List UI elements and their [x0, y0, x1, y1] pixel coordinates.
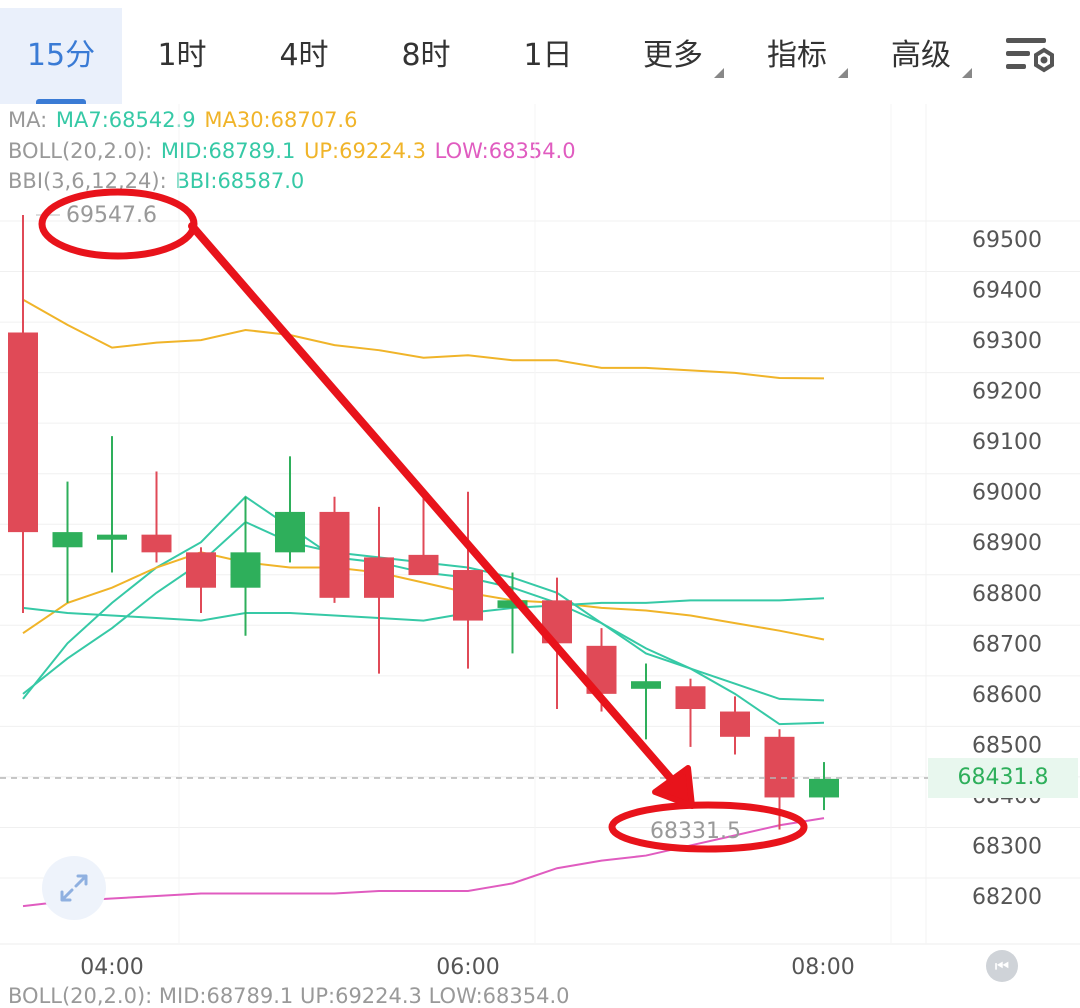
y-tick-label: 68500	[972, 733, 1042, 758]
bbi-legend-name: BBI(3,6,12,24):	[8, 169, 167, 193]
tab-1h[interactable]: 1时	[124, 8, 240, 104]
candle-body	[275, 511, 305, 553]
tab-15m[interactable]: 15分	[0, 8, 122, 104]
dropdown-caret-icon	[838, 68, 848, 78]
boll-mid-value: MID:68789.1	[160, 139, 296, 163]
ma30-value: MA30:68707.6	[204, 108, 358, 132]
candle-body	[8, 332, 38, 533]
high-price-label: 69547.6	[66, 203, 157, 228]
boll-low-value: LOW:68354.0	[434, 139, 576, 163]
x-tick-label: 06:00	[436, 955, 499, 980]
y-tick-label: 69100	[972, 430, 1042, 455]
tab-more[interactable]: 更多	[628, 8, 724, 104]
fullscreen-button[interactable]	[42, 856, 106, 920]
boll-legend-name: BOLL(20,2.0):	[8, 139, 153, 163]
tab-label: 8时	[401, 38, 451, 73]
tab-label: 更多	[643, 38, 703, 73]
candle-body	[720, 711, 750, 737]
candle-body	[97, 534, 127, 540]
candle-body	[141, 534, 172, 553]
tab-label: 高级	[891, 38, 951, 73]
tab-8h[interactable]: 8时	[368, 8, 484, 104]
candle-body	[453, 570, 483, 621]
scroll-to-latest-button[interactable]: ⏮	[986, 950, 1018, 982]
x-tick-label: 08:00	[791, 955, 854, 980]
candle-body	[764, 736, 795, 798]
ma-legend: MA: MA7:68542.9 MA30:68707.6	[8, 108, 359, 132]
tab-indicators[interactable]: 指标	[752, 8, 848, 104]
tab-label: 4时	[279, 38, 329, 73]
y-tick-label: 69000	[972, 481, 1042, 506]
annotation-arrow-head	[652, 765, 695, 809]
tab-1d[interactable]: 1日	[490, 8, 606, 104]
candle-body	[631, 681, 661, 689]
low-annotation-circle	[608, 801, 808, 853]
candle-body	[408, 554, 439, 576]
candle-body	[52, 532, 83, 548]
settings-sliders-icon	[1006, 38, 1054, 73]
active-tab-indicator	[36, 99, 86, 104]
ma-legend-name: MA:	[8, 108, 48, 132]
series-line-up	[22, 298, 825, 380]
tab-label: 指标	[767, 38, 827, 73]
y-tick-label: 69200	[972, 380, 1042, 405]
dropdown-caret-icon	[962, 68, 972, 78]
annotation-arrow-shaft	[188, 222, 676, 784]
y-tick-label: 69400	[972, 279, 1042, 304]
tab-advanced[interactable]: 高级	[876, 8, 972, 104]
y-tick-label: 69300	[972, 329, 1042, 354]
y-tick-label: 68800	[972, 582, 1042, 607]
y-tick-label: 68300	[972, 834, 1042, 859]
candle-body	[364, 557, 394, 598]
bbi-value: BBI:68587.0	[175, 169, 305, 193]
y-tick-label: 68200	[972, 885, 1042, 910]
y-tick-label: 68700	[972, 632, 1042, 657]
scroll-left-icon: ⏮	[994, 956, 1010, 975]
y-tick-label: 68600	[972, 683, 1042, 708]
boll-up-value: UP:69224.3	[304, 139, 426, 163]
bbi-legend: BBI(3,6,12,24): BBI:68587.0	[8, 169, 306, 193]
series-line-mid	[22, 597, 825, 622]
candle-body	[186, 552, 216, 588]
candle-body	[497, 600, 528, 608]
y-tick-label: 69500	[972, 228, 1042, 253]
candle-body	[230, 552, 261, 588]
current-price-tag: 68431.8	[928, 758, 1078, 798]
y-tick-label: 68900	[972, 531, 1042, 556]
ma7-value: MA7:68542.9	[55, 108, 196, 132]
candle-body	[319, 511, 350, 598]
low-price-label: 68331.5	[650, 819, 741, 844]
candle-body	[675, 686, 706, 710]
dropdown-caret-icon	[714, 68, 724, 78]
tab-4h[interactable]: 4时	[246, 8, 362, 104]
boll-legend: BOLL(20,2.0): MID:68789.1 UP:69224.3 LOW…	[8, 139, 578, 163]
bottom-boll-legend: BOLL(20,2.0): MID:68789.1 UP:69224.3 LOW…	[8, 984, 570, 1008]
chart-settings-button[interactable]	[1000, 30, 1056, 82]
series-line-ma30	[22, 551, 825, 641]
tab-label: 1日	[523, 38, 573, 73]
candle-body	[809, 778, 839, 798]
timeframe-tabs: 15分 1时 4时 8时 1日 更多 指标 高级	[0, 0, 1080, 104]
tab-label: 15分	[26, 38, 96, 73]
tab-label: 1时	[157, 38, 207, 73]
expand-arrows-icon	[60, 874, 88, 902]
x-tick-label: 04:00	[80, 955, 143, 980]
